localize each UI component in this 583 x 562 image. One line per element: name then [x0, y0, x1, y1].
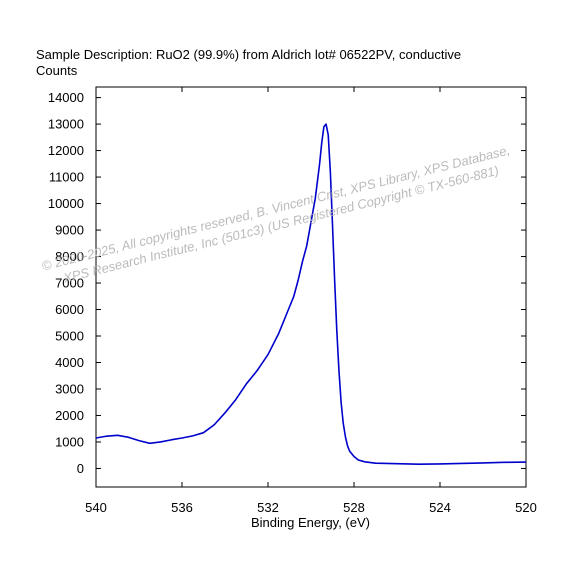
x-tick-label: 520 — [515, 500, 537, 515]
y-axis: 0 1000 2000 3000 4000 5000 6000 7000 8000 9000 100… — [48, 90, 526, 476]
y-tick-label: 6000 — [55, 302, 84, 317]
x-tick-label: 524 — [429, 500, 451, 515]
y-tick-label: 12000 — [48, 143, 84, 158]
y-tick-label: 11000 — [49, 170, 84, 185]
chart-title: Sample Description: RuO2 (99.9%) from Al… — [36, 47, 462, 62]
x-tick-label: 528 — [343, 500, 365, 515]
x-axis: 540 536 532 528 524 520 — [85, 87, 537, 515]
series-group — [95, 123, 527, 466]
y-tick-label: 1000 — [55, 434, 84, 449]
y-tick-label: 2000 — [55, 408, 84, 423]
x-axis-label: Binding Energy, (eV) — [251, 515, 370, 530]
y-tick-label: 3000 — [55, 381, 84, 396]
spectrum-line — [95, 123, 527, 466]
y-tick-label: 14000 — [48, 90, 84, 105]
y-tick-label: 13000 — [48, 117, 84, 132]
y-tick-label: 7000 — [55, 276, 84, 291]
x-tick-label: 532 — [257, 500, 279, 515]
y-tick-label: 10000 — [48, 196, 84, 211]
plot-frame — [95, 86, 527, 488]
y-tick-label: 9000 — [55, 223, 84, 238]
y-axis-label: Counts — [36, 63, 78, 78]
y-tick-label: 5000 — [55, 329, 84, 344]
x-tick-label: 536 — [171, 500, 193, 515]
y-tick-label: 0 — [77, 461, 84, 476]
x-tick-label: 540 — [85, 500, 107, 515]
y-tick-label: 8000 — [55, 249, 84, 264]
y-tick-label: 4000 — [55, 355, 84, 370]
